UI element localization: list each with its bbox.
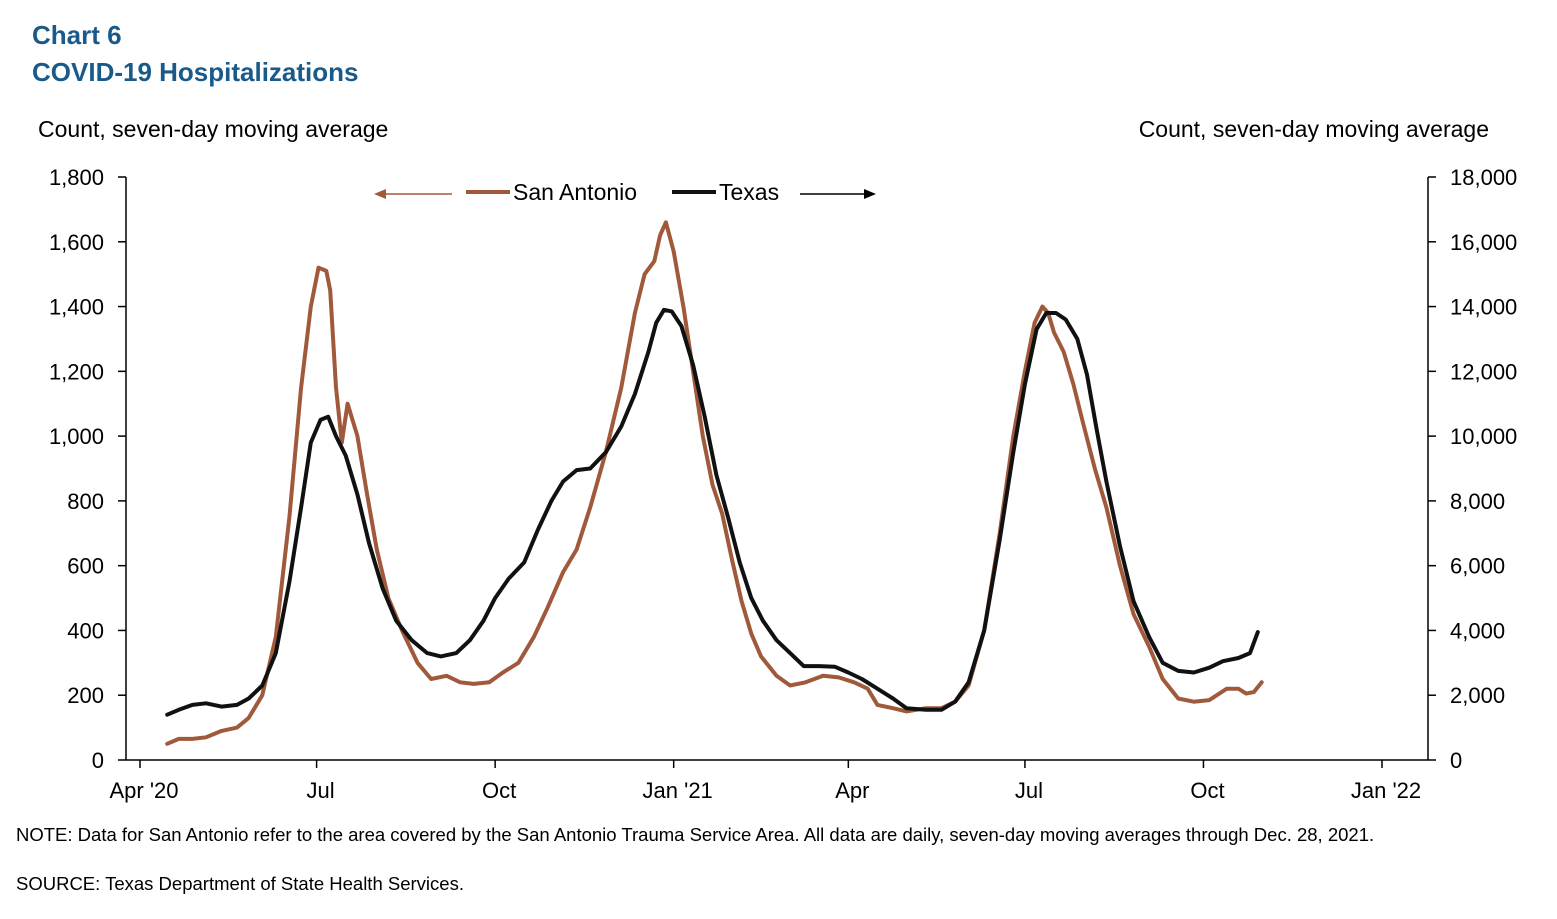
- right-tick-label: 4,000: [1450, 618, 1505, 643]
- x-tick-label: Jan '21: [643, 778, 713, 803]
- legend-label-san-antonio: San Antonio: [513, 179, 637, 205]
- x-tick-label: Jul: [307, 778, 335, 803]
- right-tick-label: 18,000: [1450, 165, 1517, 190]
- left-tick-label: 400: [67, 618, 104, 643]
- left-axis-ticks: 0 200 400 600 800 1,000 1,200 1,400 1,600 1,800: [49, 165, 126, 773]
- left-tick-label: 800: [67, 489, 104, 514]
- note-text: NOTE: Data for San Antonio refer to the …: [16, 824, 1375, 845]
- x-tick-label: Oct: [1190, 778, 1224, 803]
- right-axis-ticks: 0 2,000 4,000 6,000 8,000 10,000 12,000 14,000 1…: [1428, 165, 1517, 773]
- right-tick-label: 16,000: [1450, 230, 1517, 255]
- chart-number: Chart 6: [32, 20, 122, 50]
- right-tick-label: 2,000: [1450, 683, 1505, 708]
- legend-arrow-left-head: [374, 189, 386, 199]
- x-tick-label: Apr: [835, 778, 869, 803]
- left-tick-label: 1,000: [49, 424, 104, 449]
- series-line-texas: [165, 307, 1260, 717]
- right-tick-label: 8,000: [1450, 489, 1505, 514]
- left-tick-label: 1,200: [49, 359, 104, 384]
- legend: San Antonio Texas: [374, 179, 876, 205]
- left-tick-label: 200: [67, 683, 104, 708]
- left-tick-label: 1,800: [49, 165, 104, 190]
- series-line-san-antonio: [165, 220, 1264, 746]
- left-tick-label: 1,400: [49, 295, 104, 320]
- left-axis-unit-label: Count, seven-day moving average: [38, 116, 389, 142]
- x-tick-label: Apr '20: [109, 778, 178, 803]
- x-tick-label: Oct: [482, 778, 516, 803]
- right-tick-label: 0: [1450, 748, 1462, 773]
- right-tick-label: 10,000: [1450, 424, 1517, 449]
- legend-label-texas: Texas: [719, 179, 779, 205]
- right-axis-unit-label: Count, seven-day moving average: [1138, 116, 1489, 142]
- legend-arrow-right-head: [864, 189, 876, 199]
- x-tick-label: Jan '22: [1351, 778, 1421, 803]
- right-tick-label: 12,000: [1450, 359, 1517, 384]
- x-axis-ticks: Apr '20 Jul Oct Jan '21 Apr Jul Oct Jan '22: [109, 760, 1421, 803]
- right-tick-label: 14,000: [1450, 295, 1517, 320]
- axes: [125, 177, 1429, 761]
- chart-title: COVID-19 Hospitalizations: [32, 57, 359, 87]
- left-tick-label: 600: [67, 554, 104, 579]
- source-text: SOURCE: Texas Department of State Health…: [16, 873, 464, 894]
- left-tick-label: 1,600: [49, 230, 104, 255]
- x-tick-label: Jul: [1015, 778, 1043, 803]
- series-layer: [165, 220, 1264, 746]
- right-tick-label: 6,000: [1450, 554, 1505, 579]
- left-tick-label: 0: [92, 748, 104, 773]
